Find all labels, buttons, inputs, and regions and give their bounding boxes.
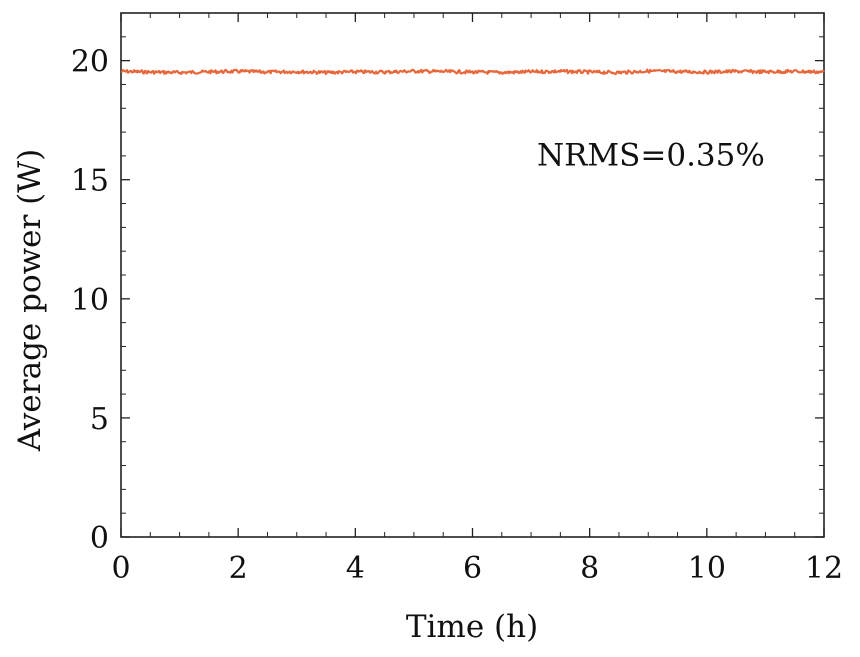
axis-labels: 0 2 4 6 8 10 12 0 5 10 15 20 <box>71 45 843 586</box>
nrms-annotation: NRMS=0.35% <box>537 137 765 173</box>
y-tick-label: 5 <box>90 402 109 437</box>
x-tick-label: 0 <box>111 551 130 586</box>
x-tick-label: 2 <box>229 551 248 586</box>
y-tick-label: 10 <box>71 283 109 318</box>
y-tick-label: 0 <box>90 521 109 556</box>
x-tick-label: 6 <box>463 551 482 586</box>
power-series-line <box>120 68 825 76</box>
series-layer <box>120 68 825 76</box>
x-tick-label: 4 <box>346 551 365 586</box>
x-tick-label: 8 <box>580 551 599 586</box>
plot-area <box>120 12 825 538</box>
y-tick-label: 20 <box>71 45 109 80</box>
axis-ticks <box>120 12 825 538</box>
x-tick-label: 12 <box>805 551 843 586</box>
y-axis-title: Average power (W) <box>12 149 48 452</box>
x-tick-label: 10 <box>688 551 726 586</box>
x-axis-title: Time (h) <box>406 609 538 645</box>
plot-border <box>120 12 825 538</box>
y-tick-label: 15 <box>71 164 109 199</box>
